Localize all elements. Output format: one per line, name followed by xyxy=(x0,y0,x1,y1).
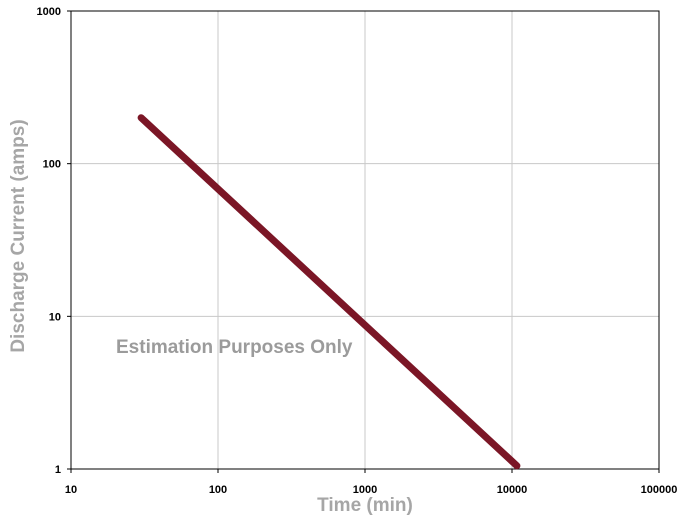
y-tick-label: 10 xyxy=(49,311,61,323)
y-tick-label: 100 xyxy=(43,159,61,171)
y-tick-label: 1000 xyxy=(37,6,61,18)
x-tick-label: 10 xyxy=(65,484,77,496)
y-axis-title: Discharge Current (amps) xyxy=(8,119,29,352)
x-tick-label: 10000 xyxy=(497,484,528,496)
x-axis-title: Time (min) xyxy=(317,495,413,516)
y-axis-ticks: 1 10 100 1000 xyxy=(37,6,71,476)
annotation-text: Estimation Purposes Only xyxy=(116,337,353,358)
x-tick-label: 100 xyxy=(209,484,227,496)
x-tick-label: 1000 xyxy=(353,484,377,496)
x-axis-ticks: 10 100 1000 10000 100000 xyxy=(65,469,677,496)
series-line xyxy=(137,114,521,470)
grid-lines xyxy=(70,10,660,470)
y-tick-label: 1 xyxy=(55,464,61,476)
series-group xyxy=(137,114,521,470)
x-tick-label: 100000 xyxy=(641,484,678,496)
